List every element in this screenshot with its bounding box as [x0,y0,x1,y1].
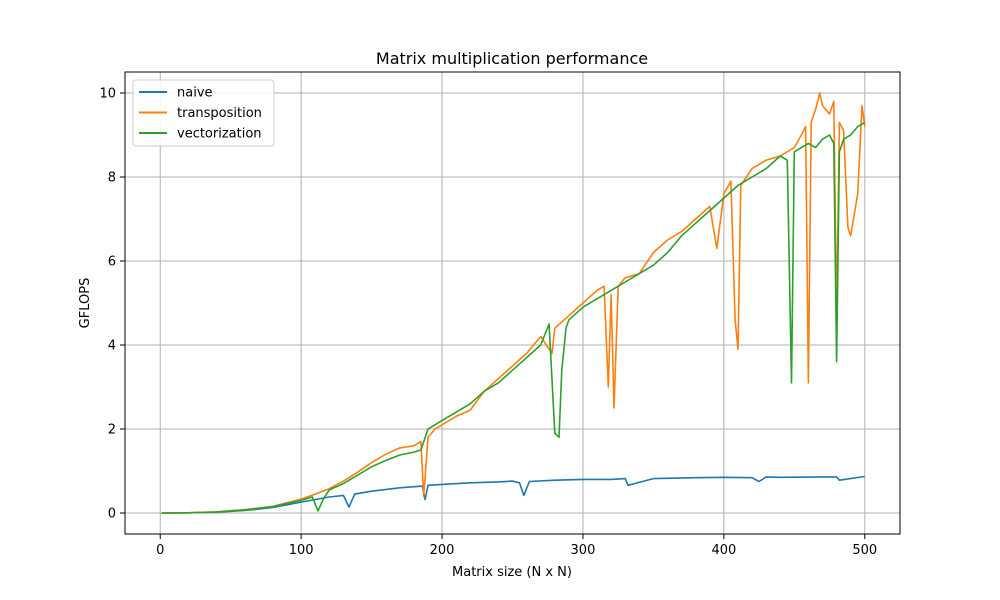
legend-box [132,79,275,147]
chart-title: Matrix multiplication performance [376,49,648,68]
x-tick-label: 100 [289,543,314,558]
y-tick-label: 6 [108,255,116,270]
y-tick-label: 4 [108,339,116,354]
x-tick-label: 300 [571,543,596,558]
series-line-naive [161,475,865,514]
y-axis-label: GFLOPS [78,278,93,329]
x-tick-label: 500 [852,543,877,558]
legend: naive transposition vectorization [132,79,275,147]
y-tick-label: 2 [108,423,116,438]
y-tick-label: 0 [108,507,116,522]
x-axis-label: Matrix size (N x N) [452,565,572,580]
y-tick-label: 10 [99,87,116,102]
ticks: 0 100 200 300 400 500 0 2 4 6 8 10 [99,87,877,559]
series-line-transposition [161,92,866,514]
legend-label-naive: naive [177,86,213,101]
x-tick-label: 0 [156,543,164,558]
x-tick-label: 200 [430,543,455,558]
x-tick-label: 400 [711,543,736,558]
series-layer [161,92,866,514]
y-tick-label: 8 [108,171,116,186]
legend-label-vectorization: vectorization [177,127,262,142]
legend-label-transposition: transposition [177,106,262,121]
grid [125,72,900,534]
plot-frame [124,71,901,535]
series-line-vectorization [161,121,866,514]
